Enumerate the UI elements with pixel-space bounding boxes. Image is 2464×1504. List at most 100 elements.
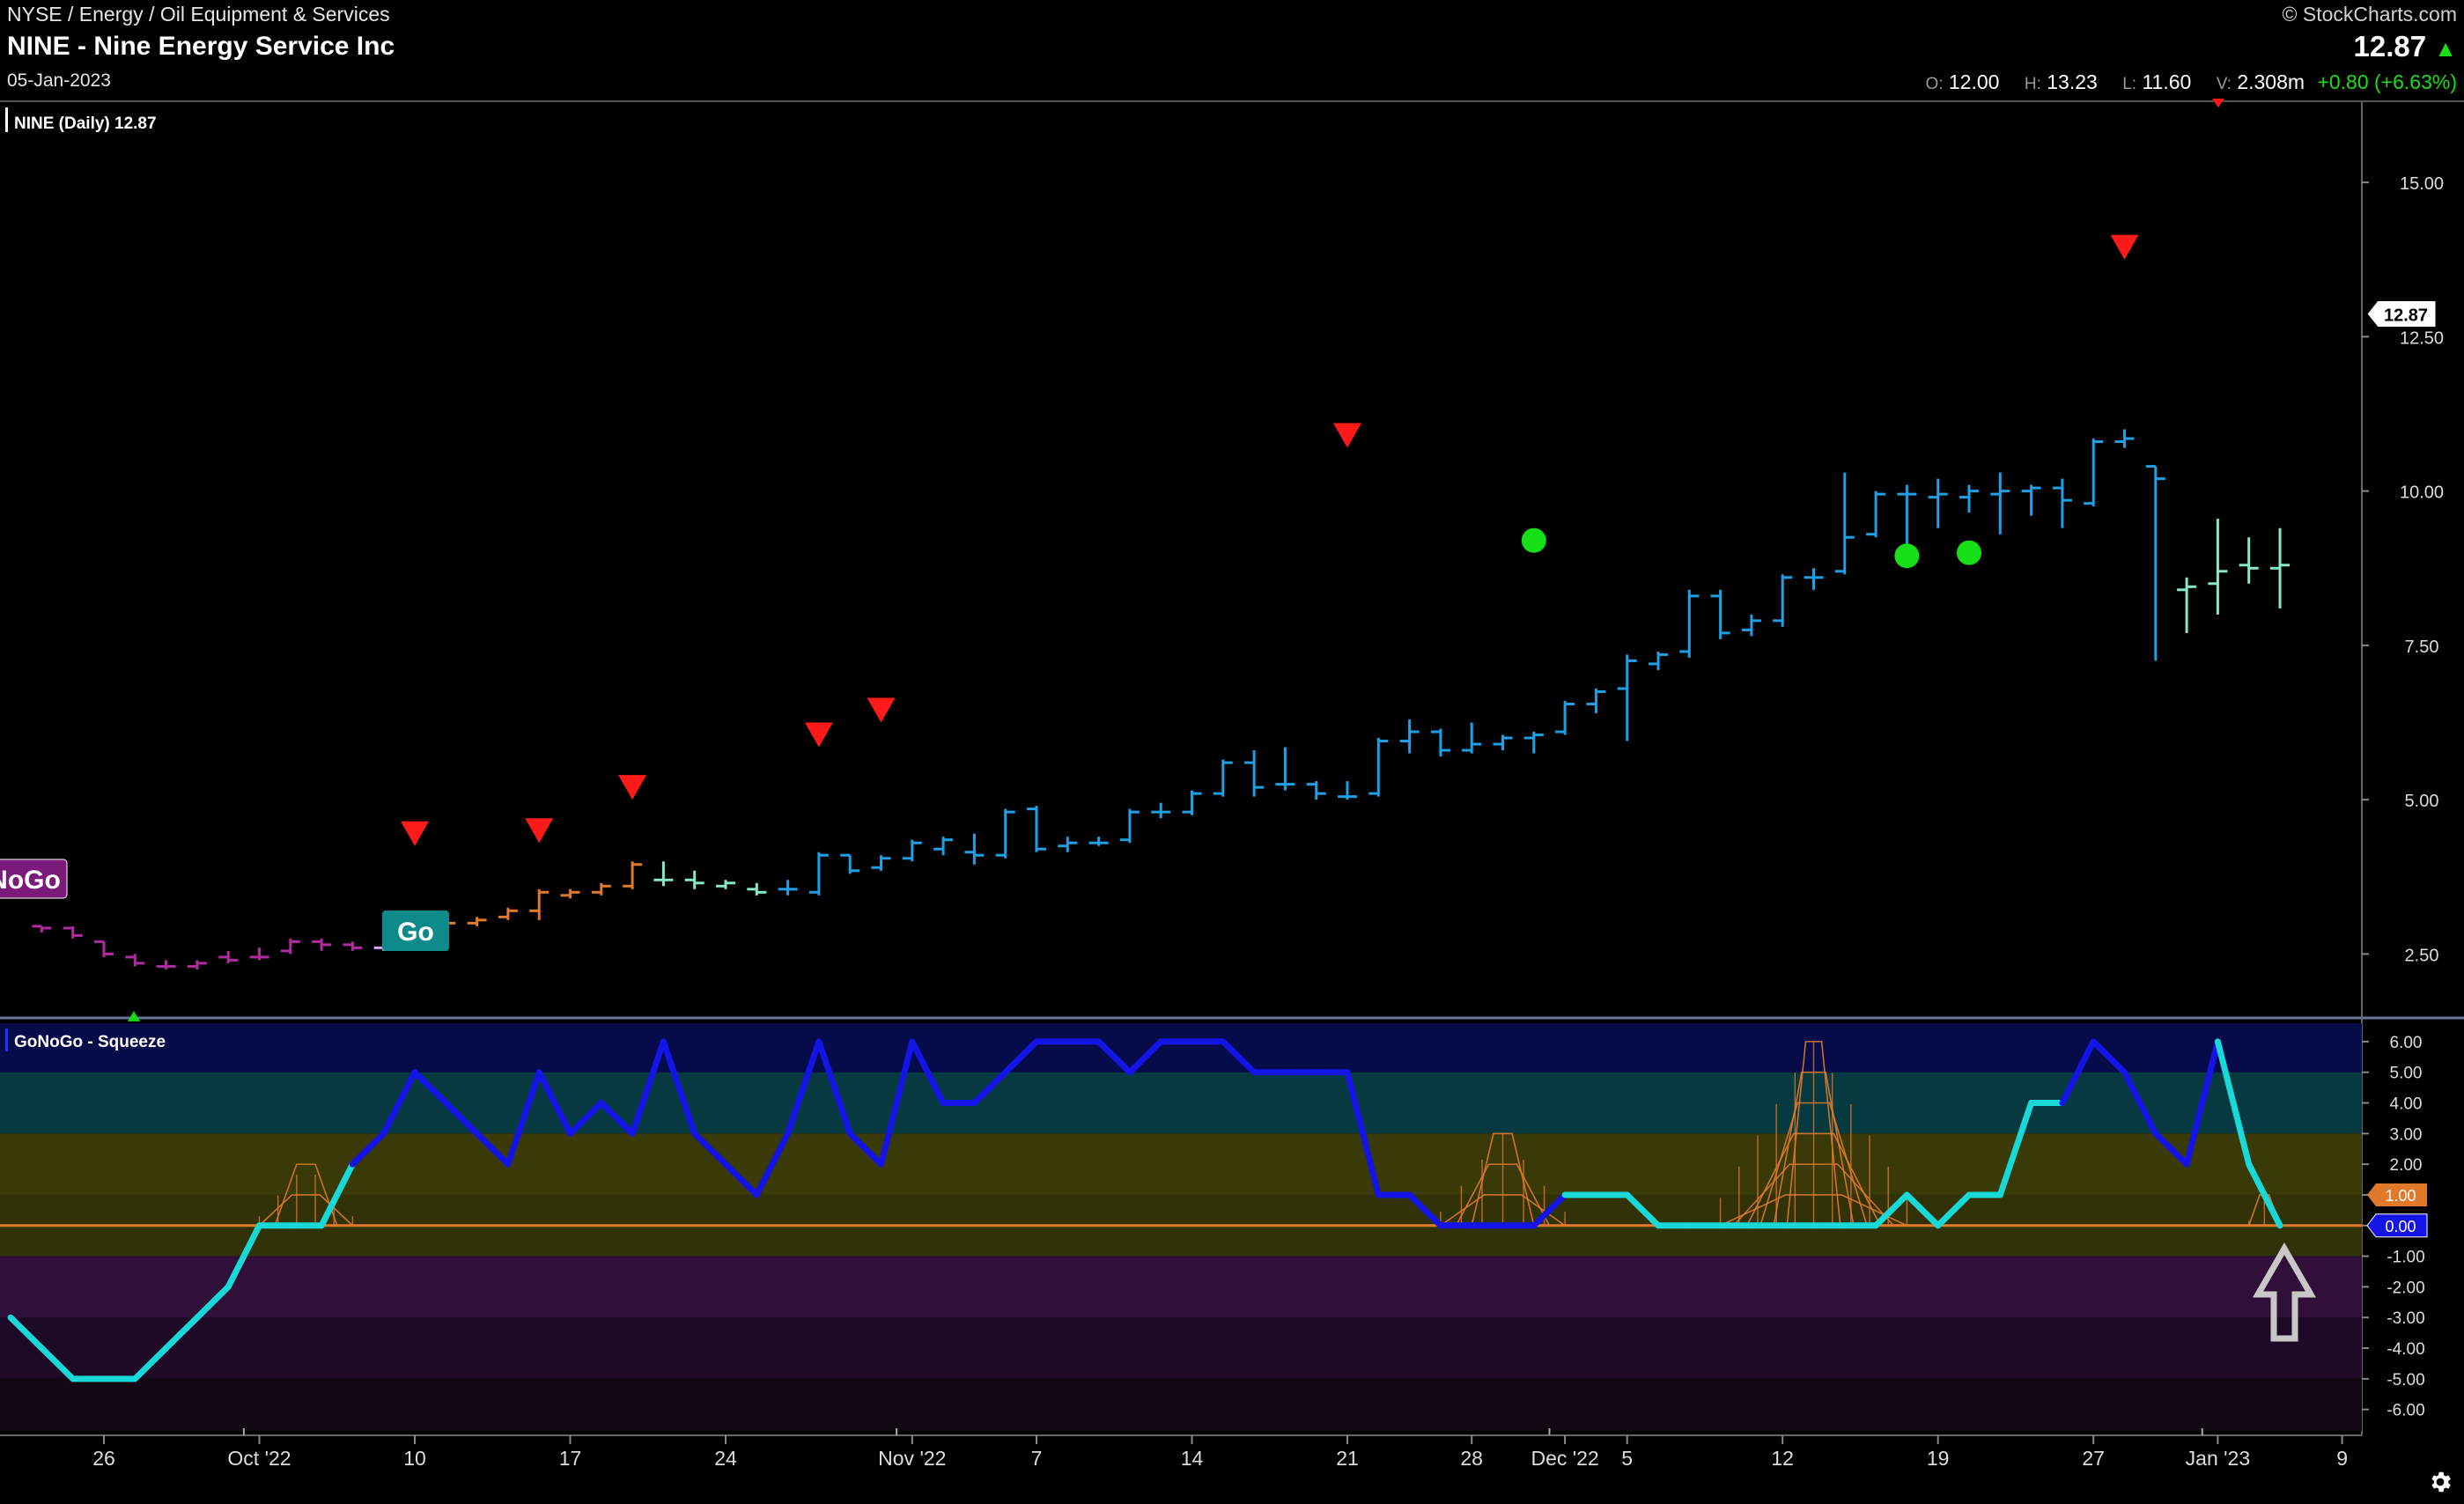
x-tick-label: 14	[1181, 1447, 1204, 1470]
gonogo-oscillator-line	[349, 1130, 387, 1168]
chart-date: 05-Jan-2023	[7, 70, 111, 91]
x-tick-label: 9	[2336, 1447, 2348, 1470]
gonogo-oscillator-line	[846, 1130, 884, 1168]
gonogo-oscillator-line	[660, 1038, 698, 1137]
x-tick-label: Dec '22	[1531, 1447, 1598, 1470]
volume-label: V:	[2216, 75, 2232, 93]
open-value: 12.00	[1948, 70, 2000, 93]
low-value: 11.60	[2142, 70, 2192, 93]
gonogo-oscillator-line	[909, 1038, 947, 1107]
nogo-countertrend-triangle	[867, 697, 896, 723]
nogo-countertrend-triangle	[618, 775, 647, 800]
squeeze-value-marker	[2367, 1183, 2427, 1206]
gonogo-oscillator-line	[2214, 1038, 2253, 1168]
go-trend-continuation-dot	[1521, 527, 1546, 553]
gonogo-oscillator-line	[2152, 1130, 2190, 1168]
x-tick-label: 19	[1927, 1447, 1950, 1470]
last-price-marker	[2366, 299, 2437, 328]
gonogo-oscillator-line	[163, 1314, 201, 1352]
up-arrow-icon: ▲	[2434, 35, 2457, 62]
nogo-countertrend-triangle	[401, 821, 429, 846]
gear-icon[interactable]	[2427, 1469, 2453, 1495]
squeeze-grid-line	[274, 1163, 338, 1227]
page-title: NINE - Nine Energy Service Inc	[7, 32, 395, 61]
ohlc-readout: O: 12.00 H: 13.23 L: 11.60 V: 2.308m +0.…	[1925, 70, 2457, 94]
price-tick-label: 7.50	[2405, 638, 2439, 657]
last-price-marker-label: 12.87	[2384, 306, 2428, 325]
squeeze-value-label: 1.00	[2385, 1187, 2416, 1205]
gonogo-oscillator-line	[878, 1038, 916, 1168]
price-tick-label: 10.00	[2400, 483, 2444, 503]
gonogo-oscillator-line	[2121, 1069, 2159, 1137]
go-trend-continuation-dot	[1894, 543, 1920, 569]
gonogo-oscillator-line	[815, 1038, 853, 1137]
gonogo-oscillator-line	[722, 1161, 760, 1198]
osc-tick-label: -1.00	[2387, 1249, 2424, 1267]
gonogo-oscillator-line	[131, 1345, 170, 1382]
x-tick-label: Nov '22	[878, 1447, 946, 1470]
gonogo-oscillator-line	[1406, 1191, 1444, 1229]
gonogo-oscillator-line	[474, 1130, 512, 1168]
x-tick-label: 21	[1336, 1447, 1359, 1470]
x-tick-label: 7	[1031, 1447, 1043, 1470]
gonogo-oscillator-line	[318, 1161, 356, 1229]
chart-header	[0, 0, 2464, 99]
nogo-countertrend-triangle	[525, 818, 554, 844]
osc-legend-marker	[5, 1028, 8, 1051]
open-label: O:	[1925, 75, 1944, 93]
price-legend-marker	[5, 107, 8, 132]
go-trend-continuation-dot	[1957, 540, 1981, 565]
gonogo-oscillator-line	[2183, 1038, 2221, 1168]
nogo-label-box	[0, 859, 68, 899]
breadcrumb: NYSE / Energy / Oil Equipment & Services	[7, 3, 390, 26]
osc-band-strong-nogo	[0, 1378, 2362, 1431]
price-tick-label: 12.50	[2400, 328, 2444, 348]
gonogo-oscillator-line	[785, 1038, 823, 1137]
price-tick-label: 5.00	[2405, 792, 2439, 811]
nogo-label: NoGo	[0, 866, 61, 895]
nogo-countertrend-triangle	[1333, 423, 1361, 448]
price-tick-label: 15.00	[2400, 174, 2444, 194]
nogo-countertrend-triangle	[2212, 99, 2224, 107]
osc-tick-label: -5.00	[2387, 1371, 2424, 1390]
x-tick-label: 10	[403, 1447, 426, 1470]
price-tick-label: 2.50	[2405, 946, 2439, 965]
gonogo-oscillator-line	[1002, 1038, 1040, 1076]
osc-tick-label: 3.00	[2390, 1125, 2423, 1144]
x-tick-label: 17	[559, 1447, 582, 1470]
x-tick-label: Jan '23	[2186, 1447, 2250, 1470]
gonogo-oscillator-line	[535, 1069, 573, 1137]
oscillator-value-marker	[2366, 1213, 2428, 1238]
osc-band-go	[0, 1072, 2362, 1134]
price-panel	[0, 102, 2362, 1013]
gonogo-oscillator-line	[1344, 1069, 1382, 1198]
gonogo-oscillator-line	[1872, 1191, 1910, 1229]
squeeze-grid-line	[258, 1194, 353, 1227]
gonogo-oscillator-line	[691, 1130, 729, 1168]
gonogo-oscillator-line	[753, 1130, 792, 1198]
gonogo-oscillator-line	[38, 1345, 77, 1382]
osc-panel-title: GoNoGo - Squeeze	[14, 1033, 166, 1051]
gonogo-oscillator-line	[380, 1069, 418, 1137]
copyright: © StockCharts.com	[2282, 3, 2457, 26]
nogo-countertrend-triangle	[2110, 234, 2139, 260]
gonogo-oscillator-line	[225, 1222, 262, 1290]
high-label: H:	[2024, 75, 2041, 93]
gonogo-oscillator-line	[411, 1069, 449, 1107]
osc-band-nogo	[0, 1317, 2362, 1379]
x-tick-label: 12	[1771, 1447, 1794, 1470]
nogo-countertrend-triangle	[804, 722, 833, 748]
gonogo-oscillator-line	[1624, 1191, 1662, 1229]
osc-tick-label: -2.00	[2387, 1279, 2424, 1297]
high-value: 13.23	[2047, 70, 2098, 93]
gonogo-oscillator-line	[629, 1038, 667, 1137]
gonogo-oscillator-line	[442, 1100, 481, 1137]
gonogo-oscillator-line	[2059, 1038, 2097, 1107]
gonogo-oscillator-line	[598, 1100, 636, 1137]
osc-tick-label: 5.00	[2390, 1065, 2423, 1083]
gonogo-oscillator-line	[2090, 1038, 2128, 1076]
gonogo-oscillator-line	[1126, 1038, 1164, 1076]
gonogo-oscillator-line	[505, 1069, 542, 1168]
osc-tick-label: -4.00	[2387, 1340, 2424, 1359]
